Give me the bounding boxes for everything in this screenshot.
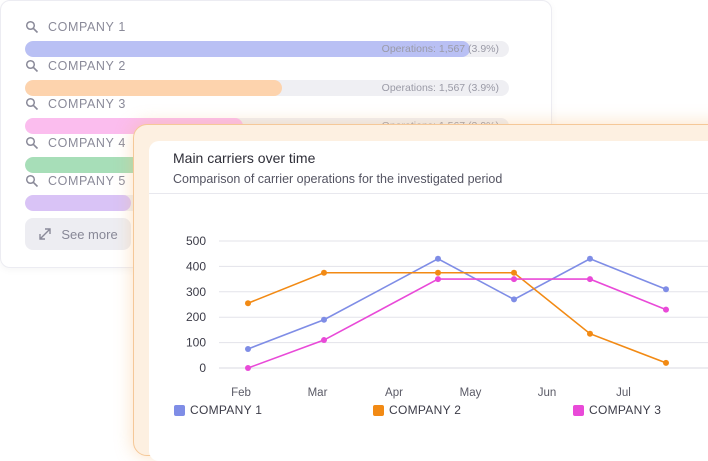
- search-icon[interactable]: [25, 20, 39, 34]
- y-tick-label: 0: [199, 361, 206, 375]
- data-point[interactable]: [245, 300, 251, 307]
- data-point[interactable]: [435, 255, 441, 262]
- company-name: COMPANY 3: [48, 97, 126, 112]
- legend-item[interactable]: COMPANY 3: [573, 403, 661, 417]
- line-chart: 0 100 200 300 400 500 Feb Mar Apr May Jun Jul: [186, 234, 708, 399]
- search-icon[interactable]: [25, 59, 39, 73]
- legend-label: COMPANY 1: [190, 403, 263, 417]
- company-row-header: COMPANY 1: [25, 19, 126, 35]
- company-name: COMPANY 1: [48, 20, 126, 34]
- operations-bar-fill: [25, 156, 146, 173]
- operations-bar-fill: [25, 195, 132, 212]
- company-row-header: COMPANY 2: [25, 58, 126, 74]
- legend-swatch: [573, 404, 584, 416]
- chart-title: Main carriers over time: [173, 150, 316, 166]
- company-name: COMPANY 4: [48, 135, 126, 150]
- legend-swatch: [174, 404, 185, 416]
- y-tick-label: 200: [186, 310, 206, 324]
- operations-bar-fill: [25, 79, 282, 96]
- search-icon[interactable]: [25, 97, 39, 111]
- x-tick-label: Feb: [231, 387, 251, 399]
- legend-label: COMPANY 2: [389, 403, 462, 417]
- company-row[interactable]: COMPANY 1 Operations: 1,567 (3.9%): [25, 9, 509, 57]
- data-point[interactable]: [663, 359, 669, 366]
- search-icon[interactable]: [25, 136, 39, 150]
- data-point[interactable]: [435, 276, 441, 283]
- data-point[interactable]: [511, 296, 517, 303]
- data-point[interactable]: [245, 345, 251, 352]
- see-more-button[interactable]: See more: [25, 218, 131, 250]
- data-point[interactable]: [435, 269, 441, 276]
- legend-item[interactable]: COMPANY 2: [373, 403, 461, 417]
- x-tick-label: May: [460, 387, 482, 399]
- legend-label: COMPANY 3: [589, 403, 662, 417]
- data-point[interactable]: [511, 269, 517, 276]
- divider: [149, 193, 708, 194]
- x-tick-label: Jul: [616, 387, 631, 399]
- operations-label: Operations: 1,567 (3.9%): [381, 81, 499, 94]
- operations-bar: Operations: 1,567 (3.9%): [25, 79, 509, 96]
- data-point[interactable]: [245, 365, 251, 371]
- data-point[interactable]: [587, 330, 593, 337]
- x-tick-label: Jun: [538, 387, 557, 399]
- data-point[interactable]: [587, 276, 593, 283]
- chart-card: Main carriers over time Comparison of ca…: [149, 141, 708, 461]
- data-point[interactable]: [587, 255, 593, 262]
- company-row-header: COMPANY 5: [25, 173, 126, 189]
- y-tick-label: 500: [186, 234, 206, 248]
- series-line: [247, 278, 667, 369]
- data-point[interactable]: [321, 269, 327, 276]
- series-line: [247, 271, 667, 364]
- operations-bar-fill: [25, 41, 471, 57]
- company-name: COMPANY 2: [48, 58, 126, 73]
- data-point[interactable]: [663, 306, 669, 313]
- y-tick-label: 300: [186, 285, 206, 299]
- company-name: COMPANY 5: [48, 174, 126, 189]
- operations-label: Operations: 1,567 (3.9%): [381, 43, 499, 55]
- x-tick-label: Mar: [308, 387, 328, 399]
- data-point[interactable]: [321, 316, 327, 323]
- x-tick-label: Apr: [385, 387, 403, 399]
- company-row-header: COMPANY 4: [25, 135, 126, 151]
- see-more-label: See more: [61, 226, 118, 242]
- legend-item[interactable]: COMPANY 1: [174, 403, 262, 417]
- data-point[interactable]: [663, 286, 669, 293]
- chart-subtitle: Comparison of carrier operations for the…: [173, 172, 503, 186]
- search-icon[interactable]: [25, 174, 39, 188]
- operations-bar: Operations: 1,567 (3.9%): [25, 41, 509, 57]
- legend-swatch: [373, 404, 384, 416]
- data-point[interactable]: [511, 276, 517, 283]
- y-tick-label: 100: [186, 336, 206, 350]
- company-row[interactable]: COMPANY 3Operations: 1,567 (3.9%): [25, 86, 509, 135]
- expand-icon: [38, 227, 52, 241]
- data-point[interactable]: [321, 337, 327, 344]
- company-row[interactable]: COMPANY 2 Operations: 1,567 (3.9%): [25, 48, 509, 96]
- company-row-header: COMPANY 3: [25, 96, 126, 112]
- y-tick-label: 400: [186, 259, 206, 273]
